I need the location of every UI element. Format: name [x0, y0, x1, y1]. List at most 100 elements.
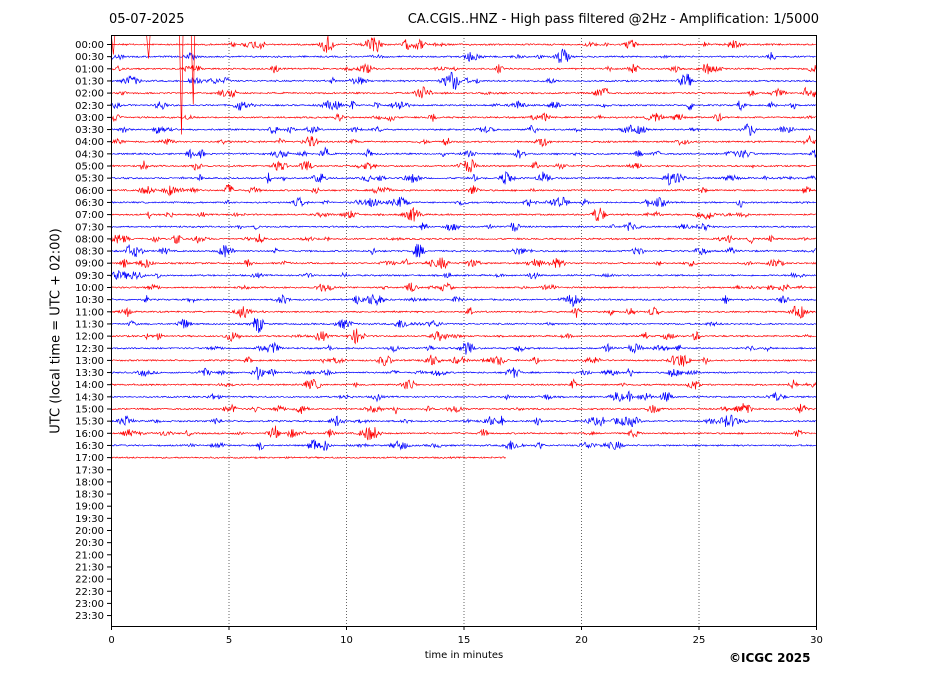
trace-row-09:00 [110, 257, 817, 270]
y-tick-label-12:30: 12:30 [75, 344, 104, 355]
trace-row-06:30 [110, 196, 816, 208]
y-tick-label-06:30: 06:30 [75, 198, 104, 209]
y-tick-label-18:00: 18:00 [75, 477, 104, 488]
y-tick-label-18:30: 18:30 [75, 490, 104, 501]
y-tick-label-03:00: 03:00 [75, 113, 104, 124]
trace-row-03:30 [110, 123, 816, 136]
trace-row-05:00 [110, 158, 817, 173]
trace-row-04:00 [110, 135, 817, 148]
y-tick-label-02:00: 02:00 [75, 89, 104, 100]
y-tick-label-21:30: 21:30 [75, 562, 104, 573]
y-tick-label-19:00: 19:00 [75, 502, 104, 513]
y-tick-label-22:00: 22:00 [75, 575, 104, 586]
y-tick-label-00:30: 00:30 [75, 52, 104, 63]
copyright-label: ©ICGC 2025 [729, 651, 811, 665]
trace-row-13:00 [110, 354, 817, 367]
y-tick-label-03:30: 03:30 [75, 125, 104, 136]
y-tick-label-12:00: 12:00 [75, 332, 104, 343]
y-tick-label-14:00: 14:00 [75, 380, 104, 391]
y-tick-label-10:30: 10:30 [75, 295, 104, 306]
trace-row-16:00 [110, 425, 816, 441]
y-tick-label-00:00: 00:00 [75, 40, 104, 51]
y-tick-label-19:30: 19:30 [75, 514, 104, 525]
trace-row-01:00 [110, 63, 817, 75]
y-tick-label-14:30: 14:30 [75, 392, 104, 403]
trace-row-12:30 [110, 341, 817, 355]
y-tick-label-20:00: 20:00 [75, 526, 104, 537]
trace-row-10:30 [110, 293, 817, 308]
y-tick-label-07:30: 07:30 [75, 222, 104, 233]
x-tick-label-15: 15 [458, 635, 471, 646]
x-tick-label-25: 25 [693, 635, 706, 646]
trace-row-04:30 [110, 146, 817, 159]
trace-row-15:30 [110, 414, 816, 428]
chart-title: CA.CGIS..HNZ - High pass filtered @2Hz -… [407, 12, 819, 27]
x-tick-label-20: 20 [575, 635, 588, 646]
grid-lines [228, 35, 700, 626]
y-tick-label-11:00: 11:00 [75, 307, 104, 318]
x-tick-label-30: 30 [810, 635, 823, 646]
trace-row-01:30 [110, 71, 817, 90]
trace-row-16:30 [110, 439, 816, 452]
trace-row-06:00 [110, 184, 817, 197]
trace-row-08:00 [110, 233, 817, 245]
trace-lines [110, 34, 817, 460]
y-tick-label-22:30: 22:30 [75, 587, 104, 598]
y-tick-label-16:30: 16:30 [75, 441, 104, 452]
y-tick-label-04:30: 04:30 [75, 149, 104, 160]
trace-row-00:30 [110, 48, 816, 63]
trace-row-08:30 [110, 243, 816, 258]
x-axis-label: time in minutes [424, 650, 504, 661]
trace-row-00:00 [110, 35, 816, 53]
trace-row-07:00 [110, 207, 816, 222]
y-tick-label-11:30: 11:30 [75, 319, 104, 330]
trace-row-10:00 [110, 282, 817, 292]
trace-row-17:00 [110, 456, 507, 460]
trace-row-15:00 [110, 403, 816, 415]
y-tick-label-06:00: 06:00 [75, 186, 104, 197]
trace-row-13:30 [110, 366, 816, 381]
y-tick-label-15:00: 15:00 [75, 405, 104, 416]
y-tick-label-09:00: 09:00 [75, 259, 104, 270]
y-tick-label-13:30: 13:30 [75, 368, 104, 379]
spike-2 [146, 34, 151, 59]
y-tick-label-21:00: 21:00 [75, 550, 104, 561]
spike-3 [111, 34, 116, 55]
trace-row-14:00 [110, 378, 817, 390]
spike-1 [190, 34, 196, 105]
trace-row-09:30 [110, 270, 817, 281]
x-tick-label-5: 5 [226, 635, 232, 646]
y-tick-label-10:00: 10:00 [75, 283, 104, 294]
y-tick-label-05:00: 05:00 [75, 162, 104, 173]
date-label: 05-07-2025 [109, 12, 185, 27]
y-tick-label-23:30: 23:30 [75, 611, 104, 622]
trace-row-14:30 [110, 390, 817, 403]
trace-row-07:30 [110, 221, 816, 232]
y-tick-label-16:00: 16:00 [75, 429, 104, 440]
y-tick-label-15:30: 15:30 [75, 417, 104, 428]
y-tick-label-23:00: 23:00 [75, 599, 104, 610]
x-tick-label-10: 10 [340, 635, 353, 646]
y-tick-label-01:30: 01:30 [75, 76, 104, 87]
y-tick-label-04:00: 04:00 [75, 137, 104, 148]
y-tick-label-02:30: 02:30 [75, 101, 104, 112]
trace-row-05:30 [110, 171, 817, 186]
y-tick-label-07:00: 07:00 [75, 210, 104, 221]
y-tick-label-17:00: 17:00 [75, 453, 104, 464]
spike-0 [179, 34, 184, 135]
trace-row-11:00 [110, 305, 817, 319]
y-tick-label-17:30: 17:30 [75, 465, 104, 476]
y-tick-label-05:30: 05:30 [75, 174, 104, 185]
trace-row-11:30 [110, 317, 817, 333]
y-tick-label-01:00: 01:00 [75, 64, 104, 75]
y-tick-label-08:00: 08:00 [75, 234, 104, 245]
y-tick-label-08:30: 08:30 [75, 247, 104, 258]
y-tick-label-13:00: 13:00 [75, 356, 104, 367]
plot-frame [111, 35, 817, 627]
trace-row-02:00 [110, 86, 817, 99]
y-tick-label-20:30: 20:30 [75, 538, 104, 549]
y-tick-label-09:30: 09:30 [75, 271, 104, 282]
trace-row-02:30 [110, 100, 817, 112]
